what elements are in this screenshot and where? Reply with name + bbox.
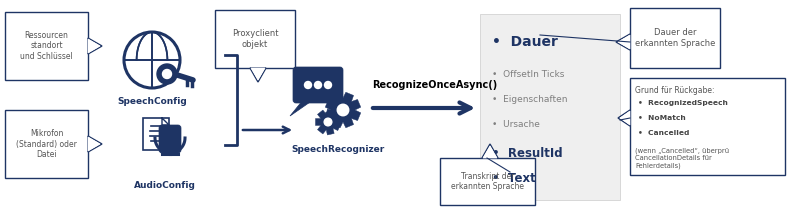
Text: SpeechRecognizer: SpeechRecognizer bbox=[292, 146, 385, 154]
Text: RecognizeOnceAsync(): RecognizeOnceAsync() bbox=[372, 80, 498, 90]
Circle shape bbox=[163, 70, 171, 78]
Text: •  Dauer: • Dauer bbox=[492, 35, 558, 49]
Text: SpeechConfig: SpeechConfig bbox=[117, 97, 187, 106]
Polygon shape bbox=[483, 146, 497, 158]
Polygon shape bbox=[482, 144, 498, 158]
Circle shape bbox=[124, 32, 180, 88]
FancyBboxPatch shape bbox=[159, 125, 181, 153]
Polygon shape bbox=[620, 111, 630, 125]
Polygon shape bbox=[315, 109, 340, 135]
Text: •  Text: • Text bbox=[492, 172, 536, 185]
FancyBboxPatch shape bbox=[630, 78, 785, 175]
Circle shape bbox=[157, 64, 177, 84]
FancyBboxPatch shape bbox=[5, 110, 88, 178]
Circle shape bbox=[325, 81, 332, 89]
Text: •  ResultId: • ResultId bbox=[492, 147, 562, 160]
Text: (wenn „Cancelled“, überprü
CancellationDetails für
Fehlerdetails): (wenn „Cancelled“, überprü CancellationD… bbox=[635, 148, 729, 169]
Polygon shape bbox=[251, 68, 265, 80]
Text: •  RecognizedSpeech: • RecognizedSpeech bbox=[638, 100, 728, 106]
Polygon shape bbox=[88, 38, 102, 54]
Circle shape bbox=[337, 104, 348, 116]
FancyBboxPatch shape bbox=[215, 10, 295, 68]
Text: •  Eigenschaften: • Eigenschaften bbox=[492, 95, 567, 104]
Text: Dauer der
erkannten Sprache: Dauer der erkannten Sprache bbox=[635, 28, 715, 48]
Text: Mikrofon
(Standard) oder
Datei: Mikrofon (Standard) oder Datei bbox=[16, 129, 77, 159]
FancyBboxPatch shape bbox=[480, 14, 620, 200]
Polygon shape bbox=[618, 110, 630, 126]
Polygon shape bbox=[88, 136, 102, 152]
Polygon shape bbox=[250, 68, 266, 82]
FancyBboxPatch shape bbox=[630, 8, 720, 68]
Polygon shape bbox=[618, 35, 630, 49]
FancyBboxPatch shape bbox=[440, 158, 535, 205]
Circle shape bbox=[324, 118, 332, 126]
Circle shape bbox=[304, 81, 311, 89]
Text: •  OffsetIn Ticks: • OffsetIn Ticks bbox=[492, 70, 564, 79]
Text: •  NoMatch: • NoMatch bbox=[638, 115, 686, 121]
Polygon shape bbox=[325, 92, 361, 128]
Circle shape bbox=[314, 81, 322, 89]
Polygon shape bbox=[88, 137, 100, 151]
Polygon shape bbox=[88, 39, 100, 53]
Polygon shape bbox=[290, 100, 313, 116]
Text: AudioConfig: AudioConfig bbox=[134, 181, 196, 191]
FancyBboxPatch shape bbox=[143, 118, 169, 150]
Text: Transkript der
erkannten Sprache: Transkript der erkannten Sprache bbox=[451, 172, 524, 191]
FancyBboxPatch shape bbox=[293, 67, 343, 103]
Text: •  Cancelled: • Cancelled bbox=[638, 130, 690, 136]
Text: Ressourcen
standort
und Schlüssel: Ressourcen standort und Schlüssel bbox=[20, 31, 73, 61]
FancyBboxPatch shape bbox=[5, 12, 88, 80]
Text: Grund für Rückgabe:: Grund für Rückgabe: bbox=[635, 86, 714, 95]
Polygon shape bbox=[616, 34, 630, 50]
Text: •  Ursache: • Ursache bbox=[492, 120, 540, 129]
Text: Proxyclient
objekt: Proxyclient objekt bbox=[231, 29, 278, 49]
